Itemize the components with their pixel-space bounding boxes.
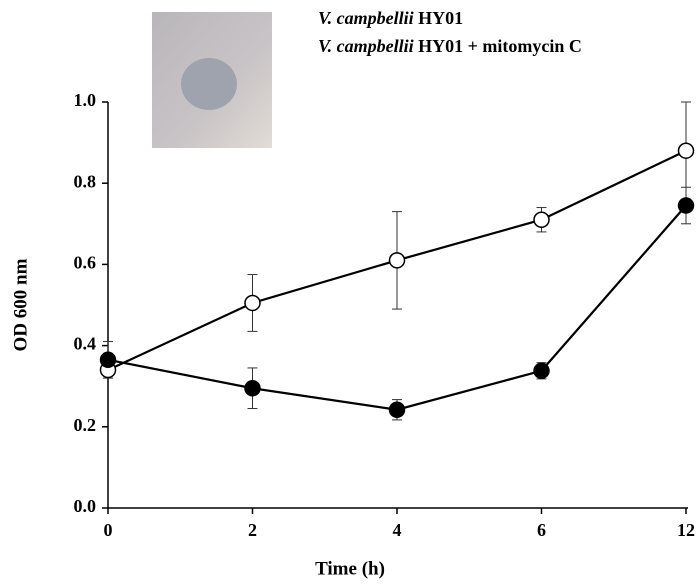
x-tick-label: 0 <box>104 520 113 540</box>
point <box>99 351 117 369</box>
y-tick-label: 1.0 <box>74 90 97 110</box>
point <box>244 294 261 312</box>
point <box>677 142 695 159</box>
y-axis-label: OD 600 nm <box>10 258 31 351</box>
point <box>388 252 406 269</box>
x-tick-label: 6 <box>537 520 546 540</box>
point <box>244 379 261 397</box>
x-tick-label: 2 <box>248 520 257 540</box>
legend-label: V. campbellii HY01 <box>318 8 463 28</box>
legend-rest: HY01 + mitomycin C <box>414 36 582 56</box>
point <box>388 401 406 418</box>
y-tick-label: 0.0 <box>74 496 97 516</box>
x-tick-label: 12 <box>677 520 695 540</box>
point <box>677 197 695 214</box>
inset-photo <box>152 12 272 148</box>
y-tick-label: 0.2 <box>74 415 97 435</box>
point <box>533 362 550 380</box>
y-tick-label: 0.8 <box>74 171 97 191</box>
legend-italic: V. campbellii <box>318 36 414 56</box>
x-tick-label: 4 <box>393 520 402 540</box>
y-tick-label: 0.4 <box>74 334 97 354</box>
y-tick-label: 0.6 <box>74 253 97 273</box>
point <box>533 211 550 228</box>
legend-label: V. campbellii HY01 + mitomycin C <box>318 36 582 56</box>
legend-italic: V. campbellii <box>318 8 414 28</box>
x-axis-label: Time (h) <box>315 558 385 579</box>
legend-rest: HY01 <box>414 8 464 28</box>
